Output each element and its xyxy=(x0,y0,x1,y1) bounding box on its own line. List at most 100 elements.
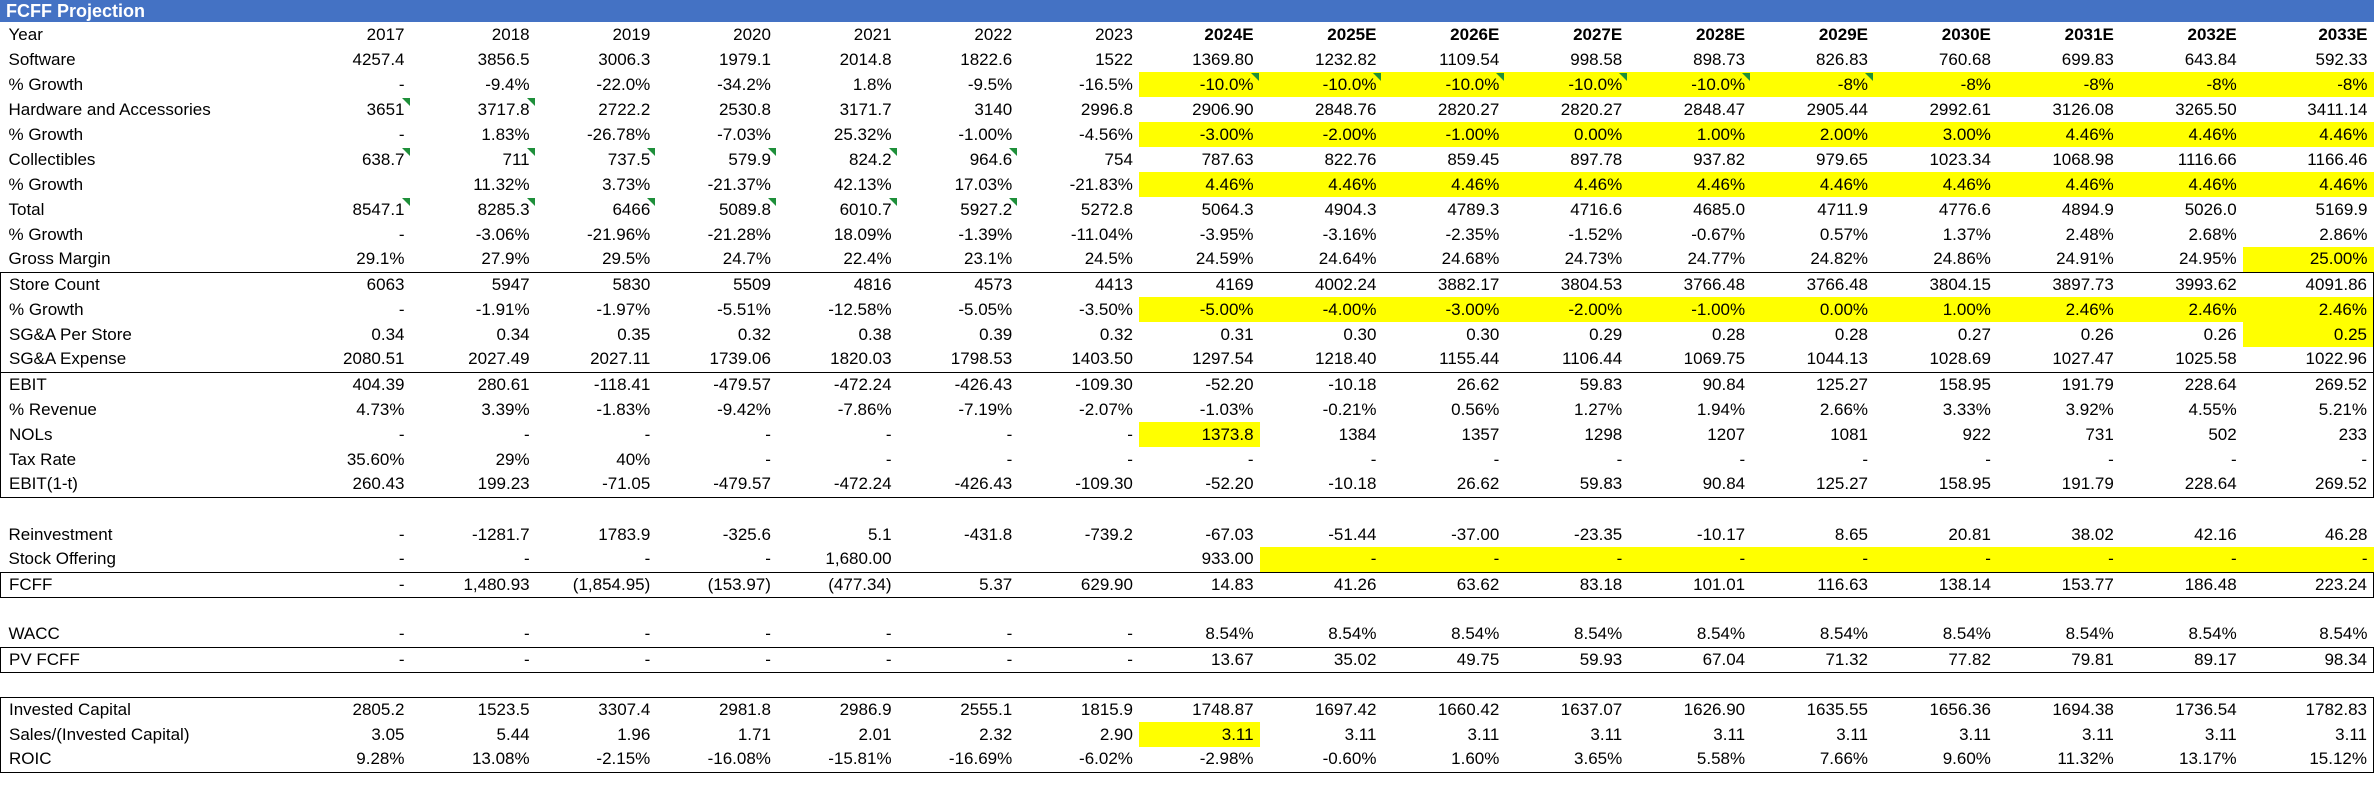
cell-growth[interactable]: 4.46% xyxy=(1996,172,2120,197)
cell-software[interactable]: 2014.8 xyxy=(839,49,892,69)
cell-invested-capital[interactable]: 1782.83 xyxy=(2242,696,2374,722)
cell-tax-rate[interactable]: - xyxy=(885,449,892,469)
cell-stock-offering[interactable]: 1,680.00 xyxy=(825,549,892,569)
cell-gross-margin[interactable]: 24.77% xyxy=(1687,249,1746,269)
cell-software[interactable]: 898.73 xyxy=(1693,49,1746,69)
cell-collectibles[interactable]: 579.9 xyxy=(656,147,777,172)
cell-fcff[interactable]: (477.34) xyxy=(776,571,898,598)
cell-tax-rate[interactable]: - xyxy=(2242,447,2374,472)
cell-total[interactable]: 5026.0 xyxy=(2184,199,2237,219)
cell-tax-rate[interactable]: - xyxy=(1370,449,1377,469)
cell-nols[interactable]: 233 xyxy=(2242,422,2374,447)
cell-collectibles[interactable]: 979.65 xyxy=(1816,149,1869,169)
cell-hardware-and-accessories[interactable]: 2848.76 xyxy=(1315,99,1377,119)
cell-roic[interactable]: 1.60% xyxy=(1382,747,1506,773)
cell-growth[interactable]: -10.0% xyxy=(1259,72,1383,97)
cell-invested-capital[interactable]: 3307.4 xyxy=(535,696,657,722)
cell-tax-rate[interactable]: 29% xyxy=(495,449,530,469)
cell-tax-rate[interactable]: 35.60% xyxy=(346,449,405,469)
cell-sales-invested-capital[interactable]: 3.11 xyxy=(2081,724,2114,744)
cell-reinvestment[interactable]: -51.44 xyxy=(1328,524,1377,544)
cell-ebit-1-t[interactable]: 59.83 xyxy=(1505,472,1629,498)
cell-sg-a-per-store[interactable]: 0.27 xyxy=(1957,324,1991,344)
cell-gross-margin[interactable]: 24.64% xyxy=(1318,249,1377,269)
cell-sg-a-expense[interactable]: 1025.58 xyxy=(2119,347,2243,373)
year-header-cell[interactable]: 2030E xyxy=(1941,24,1991,44)
cell-store-count[interactable]: 3766.48 xyxy=(1628,271,1752,297)
row-label-stock-offering[interactable]: Stock Offering xyxy=(8,549,116,569)
cell-growth[interactable]: -4.56% xyxy=(1079,124,1133,144)
year-header-cell[interactable]: 2020 xyxy=(733,24,771,44)
cell-fcff[interactable]: (153.97) xyxy=(656,571,777,598)
cell-growth[interactable]: 4.46% xyxy=(2242,122,2374,147)
cell-blank[interactable] xyxy=(1505,672,1628,697)
cell-ebit[interactable]: -52.20 xyxy=(1138,371,1260,397)
cell-total[interactable]: 4776.6 xyxy=(1938,199,1991,219)
cell-sg-a-per-store[interactable]: 0.29 xyxy=(1589,324,1623,344)
cell-blank[interactable] xyxy=(1139,672,1260,697)
cell-total[interactable]: 4716.6 xyxy=(1570,199,1623,219)
cell-reinvestment[interactable]: -10.17 xyxy=(1696,524,1746,544)
cell-sg-a-expense[interactable]: 1739.06 xyxy=(656,347,777,373)
cell-sales-invested-capital[interactable]: 3.11 xyxy=(2242,722,2374,747)
cell-invested-capital[interactable]: 1656.36 xyxy=(1874,696,1997,722)
cell-stock-offering[interactable]: - xyxy=(1259,547,1383,572)
cell-blank[interactable] xyxy=(777,672,898,697)
cell-collectibles[interactable]: 1023.34 xyxy=(1929,149,1991,169)
cell-fcff[interactable]: 1,480.93 xyxy=(410,571,536,598)
cell-growth[interactable]: -7.03% xyxy=(717,124,771,144)
cell-growth[interactable]: -0.67% xyxy=(1691,224,1746,244)
cell-growth[interactable]: 42.13% xyxy=(833,174,892,194)
cell-growth[interactable]: 4.46% xyxy=(1505,172,1629,197)
cell-growth[interactable]: -11.04% xyxy=(1070,224,1133,244)
cell-pv-fcff[interactable]: 79.81 xyxy=(1996,646,2120,673)
cell-reinvestment[interactable]: -67.03 xyxy=(1205,524,1254,544)
cell-blank[interactable] xyxy=(1628,672,1751,697)
cell-growth[interactable]: - xyxy=(398,224,405,244)
cell-software[interactable]: 4257.4 xyxy=(352,49,405,69)
cell-sales-invested-capital[interactable]: 3.11 xyxy=(1959,724,1991,744)
cell-ebit[interactable]: 228.64 xyxy=(2119,371,2243,397)
cell-pv-fcff[interactable]: - xyxy=(279,646,411,673)
cell-ebit[interactable]: 125.27 xyxy=(1751,371,1875,397)
cell-tax-rate[interactable]: - xyxy=(1616,449,1623,469)
cell-invested-capital[interactable]: 2986.9 xyxy=(776,696,898,722)
cell-fcff[interactable]: 629.90 xyxy=(1018,571,1139,598)
cell-software[interactable]: 760.68 xyxy=(1938,49,1991,69)
cell-fcff[interactable]: 63.62 xyxy=(1382,571,1506,598)
cell-blank[interactable] xyxy=(411,497,536,522)
cell-sg-a-expense[interactable]: 1028.69 xyxy=(1874,347,1997,373)
cell-growth[interactable]: 2.86% xyxy=(2319,224,2368,244)
cell-collectibles[interactable]: 897.78 xyxy=(1570,149,1623,169)
cell-invested-capital[interactable]: 1626.90 xyxy=(1628,696,1752,722)
year-header-cell[interactable]: 2018 xyxy=(491,24,530,44)
cell-wacc[interactable]: 8.54% xyxy=(1942,624,1991,644)
cell-reinvestment[interactable]: 1783.9 xyxy=(598,524,651,544)
cell-invested-capital[interactable]: 1523.5 xyxy=(410,696,536,722)
cell-growth[interactable]: -22.0% xyxy=(596,74,651,94)
cell-software[interactable]: 1822.6 xyxy=(960,49,1013,69)
cell-pv-fcff[interactable]: 49.75 xyxy=(1382,646,1506,673)
cell-stock-offering[interactable]: - xyxy=(644,549,651,569)
cell-invested-capital[interactable]: 1637.07 xyxy=(1505,696,1629,722)
cell-revenue[interactable]: 5.21% xyxy=(2242,397,2374,422)
cell-nols[interactable]: - xyxy=(398,424,405,444)
cell-sg-a-expense[interactable]: 1297.54 xyxy=(1138,347,1260,373)
cell-growth[interactable]: 4.46% xyxy=(2242,172,2374,197)
cell-collectibles[interactable]: 859.45 xyxy=(1447,149,1500,169)
cell-blank[interactable] xyxy=(1751,672,1874,697)
cell-fcff[interactable]: 186.48 xyxy=(2119,571,2243,598)
cell-reinvestment[interactable]: - xyxy=(398,524,405,544)
cell-growth[interactable]: 1.00% xyxy=(1874,297,1997,322)
cell-sg-a-expense[interactable]: 2027.11 xyxy=(535,347,657,373)
cell-sg-a-per-store[interactable]: 0.38 xyxy=(858,324,892,344)
cell-nols[interactable]: - xyxy=(644,424,651,444)
cell-ebit-1-t[interactable]: 191.79 xyxy=(1996,472,2120,498)
cell-sg-a-per-store[interactable]: 0.34 xyxy=(496,324,530,344)
cell-ebit-1-t[interactable]: 269.52 xyxy=(2242,472,2374,498)
cell-blank[interactable] xyxy=(1382,672,1505,697)
cell-ebit-1-t[interactable]: -71.05 xyxy=(535,472,657,498)
cell-stock-offering[interactable]: - xyxy=(1996,547,2120,572)
cell-growth[interactable]: -1.97% xyxy=(596,299,651,319)
cell-sales-invested-capital[interactable]: 3.11 xyxy=(1590,724,1623,744)
